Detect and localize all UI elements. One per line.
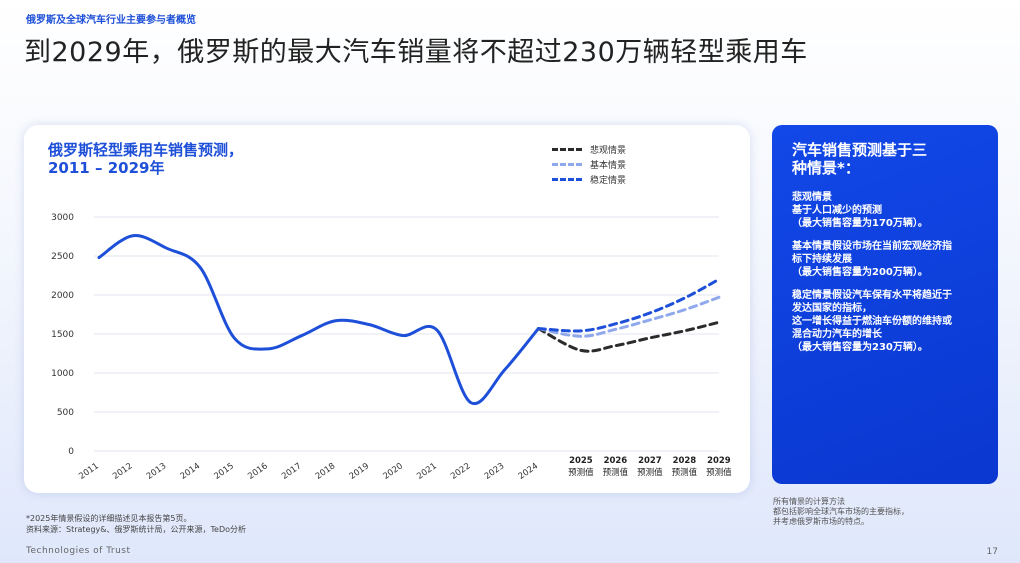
footnote-line: 资料来源：Strategy&、俄罗斯统计局，公开来源，TeDo分析 <box>26 525 247 534</box>
footer-brand: Technologies of Trust <box>26 546 131 556</box>
panel-title-line1: 汽车销售预测基于三 <box>792 141 928 159</box>
x-tick-label-forecast-suffix: 预测值 <box>637 467 663 478</box>
legend-label-base: 基本情景 <box>590 161 627 171</box>
x-tick-label: 2011 <box>77 461 100 482</box>
x-tick-label-forecast: 2026 <box>604 456 628 466</box>
y-tick-label: 1000 <box>51 369 74 379</box>
legend-item-stable: 稳定情景 <box>552 172 626 187</box>
scenario-text-line: 基本情景假设市场在当前宏观经济指 <box>792 241 952 252</box>
breadcrumb: 俄罗斯及全球汽车行业主要参与者概览 <box>26 15 196 26</box>
x-tick-label-forecast: 2029 <box>707 456 731 466</box>
x-tick-label: 2022 <box>449 461 472 482</box>
legend-label-pessimistic: 悲观情景 <box>590 146 627 156</box>
x-tick-label: 2014 <box>179 461 202 482</box>
x-tick-label: 2012 <box>111 461 134 482</box>
x-tick-label-forecast-suffix: 预测值 <box>568 467 594 478</box>
footnote-line: *2025年情景假设的详细描述见本报告第5页。 <box>26 514 192 523</box>
chart-title-line1: 俄罗斯轻型乘用车销售预测， <box>48 141 244 159</box>
x-tick-label: 2016 <box>246 461 269 482</box>
x-tick-label-forecast: 2028 <box>673 456 697 466</box>
x-tick-label-forecast: 2025 <box>569 456 593 466</box>
legend-swatch-stable <box>552 178 582 181</box>
scenario-text-line: 这一增长得益于燃油车份额的维持或 <box>792 316 952 327</box>
note-line: 并考虑俄罗斯市场的特点。 <box>773 517 869 526</box>
page-number: 17 <box>986 547 998 557</box>
x-tick-label-forecast: 2027 <box>638 456 662 466</box>
scenario-text-line: （最大销售容量为200万辆）。 <box>792 267 928 278</box>
x-tick-label: 2024 <box>517 461 540 482</box>
x-tick-label: 2019 <box>348 461 371 482</box>
scenario-text-line: 悲观情景 <box>792 192 832 203</box>
chart-title: 俄罗斯轻型乘用车销售预测， 2011 – 2029年 <box>48 141 243 177</box>
note-line: 都包括影响全球汽车市场的主要指标， <box>773 507 909 516</box>
x-tick-label-forecast-suffix: 预测值 <box>706 467 732 478</box>
scenario-text-line: （最大销售容量为230万辆）。 <box>792 342 928 353</box>
scenario-text-line: 发达国家的指标， <box>792 303 872 314</box>
scenario-base-text: 基本情景假设市场在当前宏观经济指 标下持续发展 （最大销售容量为200万辆）。 <box>792 240 988 279</box>
legend-label-stable: 稳定情景 <box>590 176 627 186</box>
scenario-stable-text: 稳定情景假设汽车保有水平将趋近于 发达国家的指标， 这一增长得益于燃油车份额的维… <box>792 289 988 354</box>
forecast-series-line-2 <box>536 277 721 333</box>
y-tick-label: 2000 <box>51 291 74 301</box>
x-tick-label: 2021 <box>415 461 438 482</box>
scenario-pessimistic-text: 悲观情景 基于人口减少的预测 （最大销售容量为170万辆）。 <box>792 191 988 230</box>
methodology-note: 所有情景的计算方法 都包括影响全球汽车市场的主要指标， 并考虑俄罗斯市场的特点。 <box>773 497 909 527</box>
y-tick-label: 0 <box>68 447 74 457</box>
x-tick-label: 2013 <box>145 461 168 482</box>
historical-series-line <box>97 234 540 406</box>
x-tick-label: 2023 <box>483 461 506 482</box>
x-tick-label: 2020 <box>381 461 404 482</box>
note-line: 所有情景的计算方法 <box>773 497 845 506</box>
legend-swatch-pessimistic <box>552 148 582 151</box>
x-tick-label-forecast-suffix: 预测值 <box>672 467 698 478</box>
x-tick-label: 2018 <box>314 461 337 482</box>
legend-swatch-base <box>552 163 582 166</box>
x-tick-label: 2017 <box>280 461 303 482</box>
y-tick-label: 3000 <box>51 213 74 223</box>
chart-card: 0 500 1000 1500 2000 2500 3000 2011 2012 2013 2014… <box>24 125 750 493</box>
footnote: *2025年情景假设的详细描述见本报告第5页。 资料来源：Strategy&、俄… <box>26 513 246 535</box>
y-tick-label: 1500 <box>51 330 74 340</box>
scenario-text-line: 稳定情景假设汽车保有水平将趋近于 <box>792 290 952 301</box>
forecast-series-line-1 <box>536 295 721 338</box>
panel-title-line2: 种情景*： <box>792 159 860 177</box>
legend-item-pessimistic: 悲观情景 <box>552 142 626 157</box>
scenario-panel: 汽车销售预测基于三 种情景*： 悲观情景 基于人口减少的预测 （最大销售容量为1… <box>772 125 998 484</box>
forecast-series-line-0 <box>536 320 721 353</box>
scenario-text-line: 混合动力汽车的增长 <box>792 329 882 340</box>
scenario-text-line: 标下持续发展 <box>792 254 852 265</box>
scenario-text-line: 基于人口减少的预测 <box>792 205 882 216</box>
chart-title-line2: 2011 – 2029年 <box>48 159 165 177</box>
x-tick-label-forecast-suffix: 预测值 <box>603 467 629 478</box>
panel-title: 汽车销售预测基于三 种情景*： <box>792 141 982 177</box>
sales-forecast-chart: 0 500 1000 1500 2000 2500 3000 2011 2012 2013 2014… <box>51 213 732 482</box>
y-tick-label: 500 <box>57 408 74 418</box>
page-title: 到2029年，俄罗斯的最大汽车销量将不超过230万辆轻型乘用车 <box>24 37 808 68</box>
legend-item-base: 基本情景 <box>552 157 626 172</box>
chart-legend: 悲观情景 基本情景 稳定情景 <box>552 142 626 187</box>
scenario-text-line: （最大销售容量为170万辆）。 <box>792 218 928 229</box>
y-tick-label: 2500 <box>51 252 74 262</box>
x-tick-label: 2015 <box>212 461 235 482</box>
